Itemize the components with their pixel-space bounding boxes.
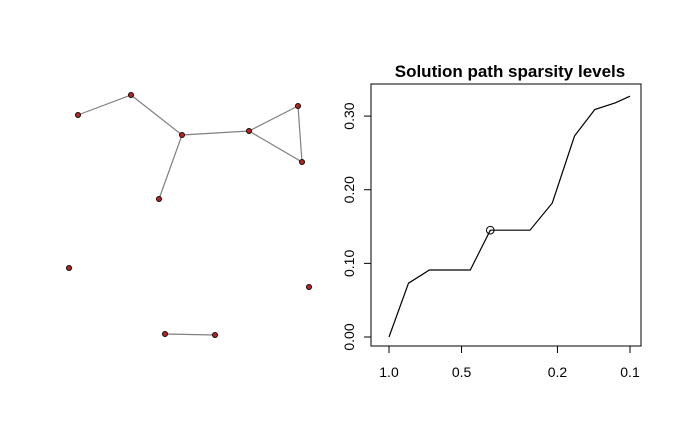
network-node	[66, 264, 73, 271]
chart-title: Solution path sparsity levels	[395, 62, 626, 81]
network-node	[305, 283, 312, 290]
x-tick-label: 1.0	[379, 364, 399, 380]
network-edge	[130, 94, 183, 136]
series-layer	[388, 95, 631, 338]
y-tick-label: 0.10	[341, 250, 357, 277]
network-edge	[164, 333, 216, 336]
network-node	[298, 158, 305, 165]
x-tick-label: 0.5	[452, 364, 472, 380]
series-line	[388, 95, 631, 338]
solution-path-chart: Solution path sparsity levels 1.0 0.5 0.2 0…	[341, 62, 642, 380]
network-node	[155, 195, 162, 202]
y-tick-label: 0.00	[341, 323, 357, 350]
selected-point-marker	[485, 225, 495, 235]
network-node	[161, 330, 168, 337]
network-edge	[248, 130, 303, 163]
network-nodes	[66, 92, 312, 338]
y-tick-label: 0.20	[341, 176, 357, 203]
network-node	[294, 103, 301, 110]
network-node	[127, 92, 134, 99]
network-node	[245, 127, 252, 134]
network-node	[211, 331, 218, 338]
x-axis: 1.0 0.5 0.2 0.1	[379, 345, 640, 380]
network-node	[178, 131, 185, 138]
network-node	[75, 112, 82, 119]
network-edge	[158, 134, 183, 200]
network-edges	[77, 94, 303, 336]
x-tick-label: 0.1	[620, 364, 640, 380]
y-axis: 0.00 0.10 0.20 0.30	[341, 102, 372, 351]
network-edge	[77, 94, 132, 116]
y-tick-label: 0.30	[341, 102, 357, 129]
network-edge	[297, 105, 303, 163]
x-tick-label: 0.2	[548, 364, 568, 380]
network-edge	[181, 130, 250, 136]
network-edge	[248, 105, 299, 132]
network-graph-panel	[66, 92, 312, 338]
plot-frame	[370, 83, 642, 347]
